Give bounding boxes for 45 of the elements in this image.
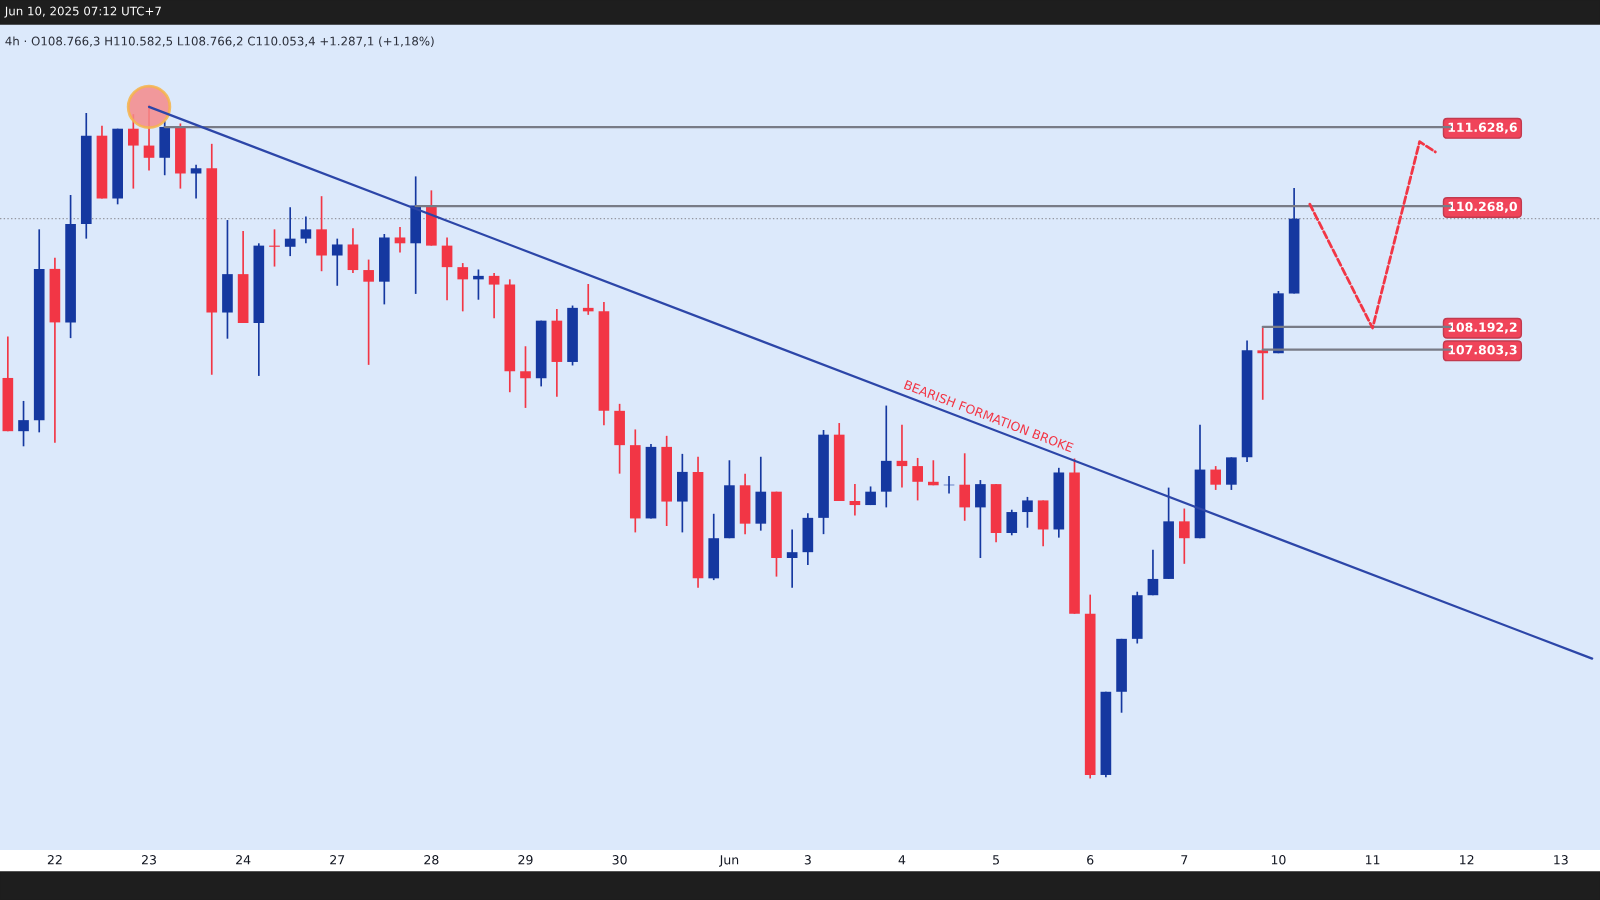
candlestick bbox=[1147, 549, 1159, 597]
y-tick-label: 107.803,3 bbox=[1448, 345, 1517, 357]
candlestick bbox=[959, 452, 971, 522]
candlestick bbox=[269, 228, 280, 268]
candlestick bbox=[975, 479, 986, 559]
x-tick-label: 27 bbox=[330, 855, 345, 865]
x-tick-label: 12 bbox=[1460, 855, 1474, 865]
chart-subtitle: Jun 10, 2025 07:12 UTC+7 bbox=[4, 6, 161, 18]
x-tick-label: 13 bbox=[1554, 855, 1568, 865]
candlestick bbox=[1178, 507, 1190, 565]
x-tick-label: 6 bbox=[1087, 855, 1094, 865]
candlestick bbox=[363, 258, 374, 366]
y-tick-label: 111.628,6 bbox=[1448, 122, 1517, 134]
x-tick-label: 7 bbox=[1181, 855, 1188, 865]
text: 4h · O108.766,3 H110.582,5 L108.766,2 C110.053,4 +1.287,1 (+1,18%) bbox=[5, 36, 434, 47]
x-tick-label: 4 bbox=[898, 855, 906, 865]
candlestick bbox=[786, 528, 798, 589]
candlestick bbox=[394, 226, 406, 254]
x-tick-label: Jun bbox=[719, 855, 739, 867]
candlestick bbox=[284, 206, 296, 257]
x-tick-label: 28 bbox=[424, 855, 439, 865]
x-tick-label: 23 bbox=[141, 855, 156, 865]
x-tick-label: 22 bbox=[47, 855, 62, 865]
x-tick-label: 24 bbox=[236, 855, 251, 865]
candlestick bbox=[1006, 508, 1018, 537]
candlestick bbox=[1210, 465, 1222, 491]
x-tick-label: 29 bbox=[518, 855, 533, 865]
x-tick-label: 5 bbox=[993, 855, 999, 865]
candlestick bbox=[300, 215, 312, 245]
y-tick-label: 110.268,0 bbox=[1448, 201, 1517, 213]
candlestick bbox=[18, 400, 29, 448]
candlestick bbox=[849, 483, 861, 517]
candlestick bbox=[457, 262, 469, 313]
candlestick bbox=[331, 237, 343, 287]
x-tick-label: 11 bbox=[1365, 855, 1380, 865]
candlestick bbox=[912, 457, 923, 502]
x-tick-label: 10 bbox=[1271, 855, 1286, 865]
candlestick bbox=[520, 345, 531, 409]
candlestick bbox=[488, 272, 500, 320]
line-series bbox=[1308, 140, 1437, 330]
candlestick bbox=[1022, 496, 1033, 529]
x-tick-label: 3 bbox=[804, 855, 811, 865]
candlestick bbox=[441, 236, 453, 302]
x-tick-label: 30 bbox=[612, 855, 627, 865]
y-tick-label: 108.192,2 bbox=[1448, 322, 1517, 334]
